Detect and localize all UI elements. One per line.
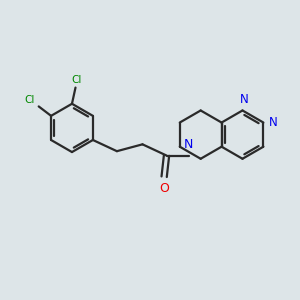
Text: N: N <box>240 93 248 106</box>
Text: N: N <box>184 138 193 151</box>
Text: Cl: Cl <box>72 75 82 85</box>
Text: Cl: Cl <box>25 95 35 105</box>
Text: O: O <box>159 182 169 195</box>
Text: N: N <box>269 116 278 129</box>
